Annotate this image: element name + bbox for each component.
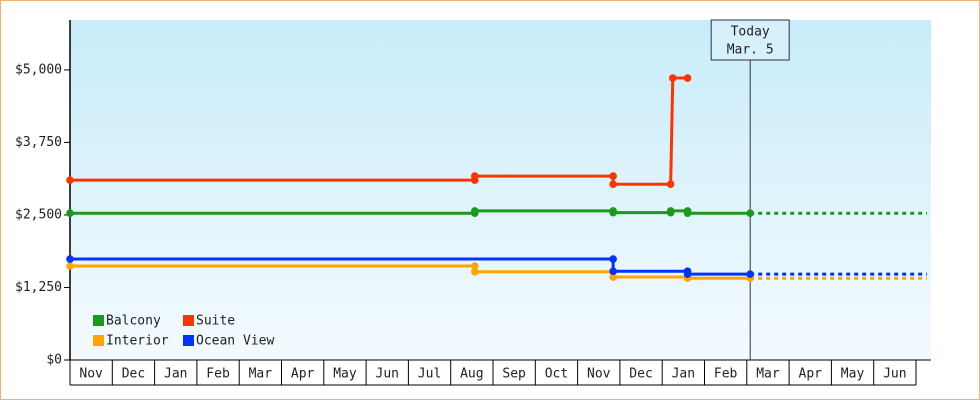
x-tick-label: Mar — [249, 367, 273, 382]
x-tick-label: Nov — [79, 367, 103, 382]
legend-swatch — [93, 315, 104, 326]
point — [471, 207, 479, 215]
legend-swatch — [93, 335, 104, 346]
point — [746, 270, 754, 278]
x-tick-label: Jul — [418, 367, 441, 382]
x-tick-label: Dec — [122, 367, 145, 382]
x-tick-label: Jun — [883, 367, 906, 382]
point — [683, 209, 692, 218]
price-line — [70, 257, 751, 276]
legend-label: Ocean View — [196, 334, 274, 349]
point — [66, 209, 74, 218]
x-tick-label: Apr — [799, 367, 823, 382]
y-tick-label: $5,000 — [15, 62, 62, 77]
today-label: Today — [731, 25, 770, 40]
point — [668, 74, 677, 82]
point — [471, 172, 479, 180]
y-tick-label: $1,250 — [15, 280, 62, 295]
legend-label: Interior — [106, 334, 169, 349]
x-tick-label: Apr — [291, 367, 315, 382]
point — [609, 172, 617, 180]
x-tick-label: May — [841, 367, 865, 382]
x-tick-label: Feb — [714, 367, 738, 382]
point — [471, 268, 479, 276]
point — [609, 208, 617, 217]
x-tick-label: May — [333, 367, 357, 382]
x-tick-label: Aug — [460, 367, 483, 382]
today-box — [710, 19, 790, 61]
y-tick-label: $3,750 — [15, 135, 62, 150]
legend-label: Suite — [196, 314, 235, 329]
y-tick-label: $0 — [46, 353, 62, 368]
y-tick-label: $2,500 — [15, 207, 62, 222]
point — [683, 74, 692, 82]
x-tick-label: Sep — [502, 367, 526, 382]
x-tick-label: Jan — [164, 367, 187, 382]
x-tick-label: Mar — [756, 367, 780, 382]
x-tick-label: Dec — [629, 367, 652, 382]
point — [683, 270, 692, 278]
x-tick-label: Nov — [587, 367, 611, 382]
point — [746, 209, 754, 218]
point — [66, 262, 74, 270]
point — [609, 180, 617, 188]
point — [471, 262, 479, 270]
x-tick-label: Jan — [672, 367, 695, 382]
x-tick-label: Feb — [206, 367, 230, 382]
legend-label: Balcony — [106, 314, 161, 329]
point — [609, 255, 617, 263]
point — [609, 273, 617, 281]
plot-area — [70, 20, 931, 360]
x-tick-label: Oct — [545, 367, 568, 382]
today-label: Mar. 5 — [727, 43, 774, 58]
point — [66, 255, 74, 263]
x-tick-label: Jun — [376, 367, 399, 382]
point — [666, 207, 675, 215]
point — [66, 176, 74, 184]
legend-swatch — [183, 335, 194, 346]
point — [666, 180, 675, 188]
point — [609, 267, 617, 276]
legend-swatch — [183, 315, 194, 326]
